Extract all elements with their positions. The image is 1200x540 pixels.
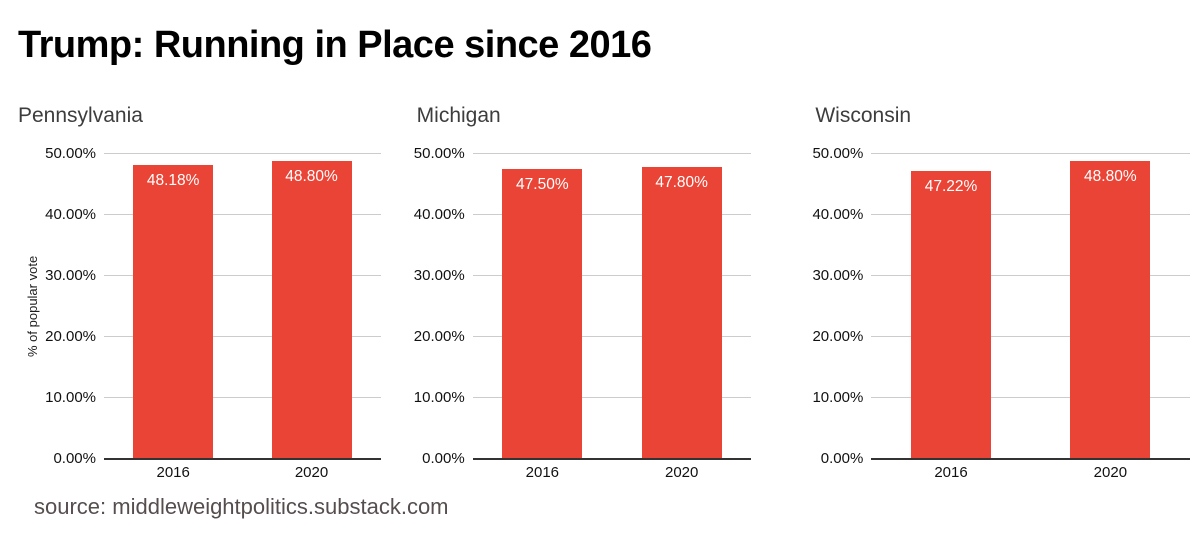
plot-column: 47.50% 47.80% 2016 2020 [472,153,752,481]
x-axis-labels: 2016 2020 [473,464,752,481]
x-tick-label: 2020 [294,464,329,481]
y-tick-label: 50.00% [413,145,465,162]
y-axis-ticks: 0.00% 10.00% 20.00% 30.00% 40.00% 50.00% [413,145,473,467]
x-tick-label: 2016 [525,464,560,481]
chart-body: 0.00% 10.00% 20.00% 30.00% 40.00% 50.00% 47.5… [413,129,792,481]
chart-body: 0.00% 10.00% 20.00% 30.00% 40.00% 50.00% 47.2… [812,129,1191,481]
gridline [871,153,1191,154]
gridline [104,397,381,398]
x-axis-line [871,458,1191,460]
source-attribution: source: middleweightpolitics.substack.co… [34,494,449,519]
gridline [472,397,752,398]
gridline [472,336,752,337]
gridline [472,153,752,154]
bar-2020: 47.80% [641,167,722,459]
y-tick-label: 10.00% [45,389,96,406]
gridline [104,336,381,337]
y-tick-label: 10.00% [413,389,465,406]
plot-column: 48.18% 48.80% 2016 2020 [104,153,381,481]
plot-area: 48.18% 48.80% [104,153,381,460]
y-tick-label: 0.00% [53,450,96,467]
chart-body: % of popular vote 0.00% 10.00% 20.00% 30.00… [18,129,393,481]
gridline [104,153,381,154]
x-tick-label: 2016 [934,464,968,481]
y-axis-ticks: 0.00% 10.00% 20.00% 30.00% 40.00% 50.00% [45,145,104,467]
chart-title: Pennsylvania [18,104,143,127]
x-axis-labels: 2016 2020 [871,464,1190,481]
y-axis-title: % of popular vote [25,255,40,358]
chart-wisconsin: Wisconsin 0.00% 10.00% 20.00% 30.00% 40.00% 5… [812,103,1191,481]
plot-area: 47.22% 48.80% [871,153,1191,460]
bar-2020: 48.80% [271,161,352,459]
bar-value-label: 47.50% [516,176,569,194]
page-title: Trump: Running in Place since 2016 [18,24,652,66]
plot-column: 47.22% 48.80% 2016 2020 [871,153,1191,481]
chart-title: Wisconsin [815,104,912,127]
y-tick-label: 0.00% [422,450,465,467]
charts-row: Pennsylvania % of popular vote 0.00% 10.0… [18,103,1191,481]
chart-title: Michigan [416,104,501,127]
y-tick-label: 10.00% [812,389,864,406]
gridline [871,336,1191,337]
y-tick-label: 20.00% [812,328,864,345]
y-tick-label: 40.00% [413,206,465,223]
x-tick-label: 2020 [665,464,699,481]
x-tick-label: 2020 [1093,464,1128,481]
x-tick-label: 2016 [156,464,190,481]
gridline [472,214,752,215]
y-tick-label: 30.00% [413,267,465,284]
chart-pennsylvania: Pennsylvania % of popular vote 0.00% 10.0… [18,103,393,481]
bar-2016: 47.50% [502,169,583,459]
gridline [104,275,381,276]
y-tick-label: 40.00% [45,206,96,223]
bar-2020: 48.80% [1070,161,1151,459]
gridline [871,275,1191,276]
plot-area: 47.50% 47.80% [472,153,752,460]
gridline [104,214,381,215]
y-tick-label: 50.00% [45,145,96,162]
chart-michigan: Michigan 0.00% 10.00% 20.00% 30.00% 40.00% 50… [413,103,792,481]
gridline [871,214,1191,215]
y-axis-ticks: 0.00% 10.00% 20.00% 30.00% 40.00% 50.00% [812,145,871,467]
bar-value-label: 48.18% [146,172,200,190]
bar-2016: 47.22% [911,171,991,459]
x-axis-line [104,458,381,460]
bar-2016: 48.18% [133,165,214,459]
bar-value-label: 47.80% [655,174,708,192]
x-axis-line [472,458,752,460]
y-tick-label: 30.00% [812,267,864,284]
y-tick-label: 20.00% [413,328,465,345]
bar-value-label: 47.22% [924,178,978,195]
y-tick-label: 30.00% [45,267,96,284]
y-tick-label: 20.00% [45,328,96,345]
x-axis-labels: 2016 2020 [104,464,381,481]
y-tick-label: 50.00% [812,145,864,162]
y-tick-label: 0.00% [820,450,864,467]
gridline [472,275,752,276]
y-tick-label: 40.00% [812,206,864,223]
gridline [871,397,1191,398]
bar-value-label: 48.80% [285,168,338,186]
bar-value-label: 48.80% [1084,168,1137,186]
